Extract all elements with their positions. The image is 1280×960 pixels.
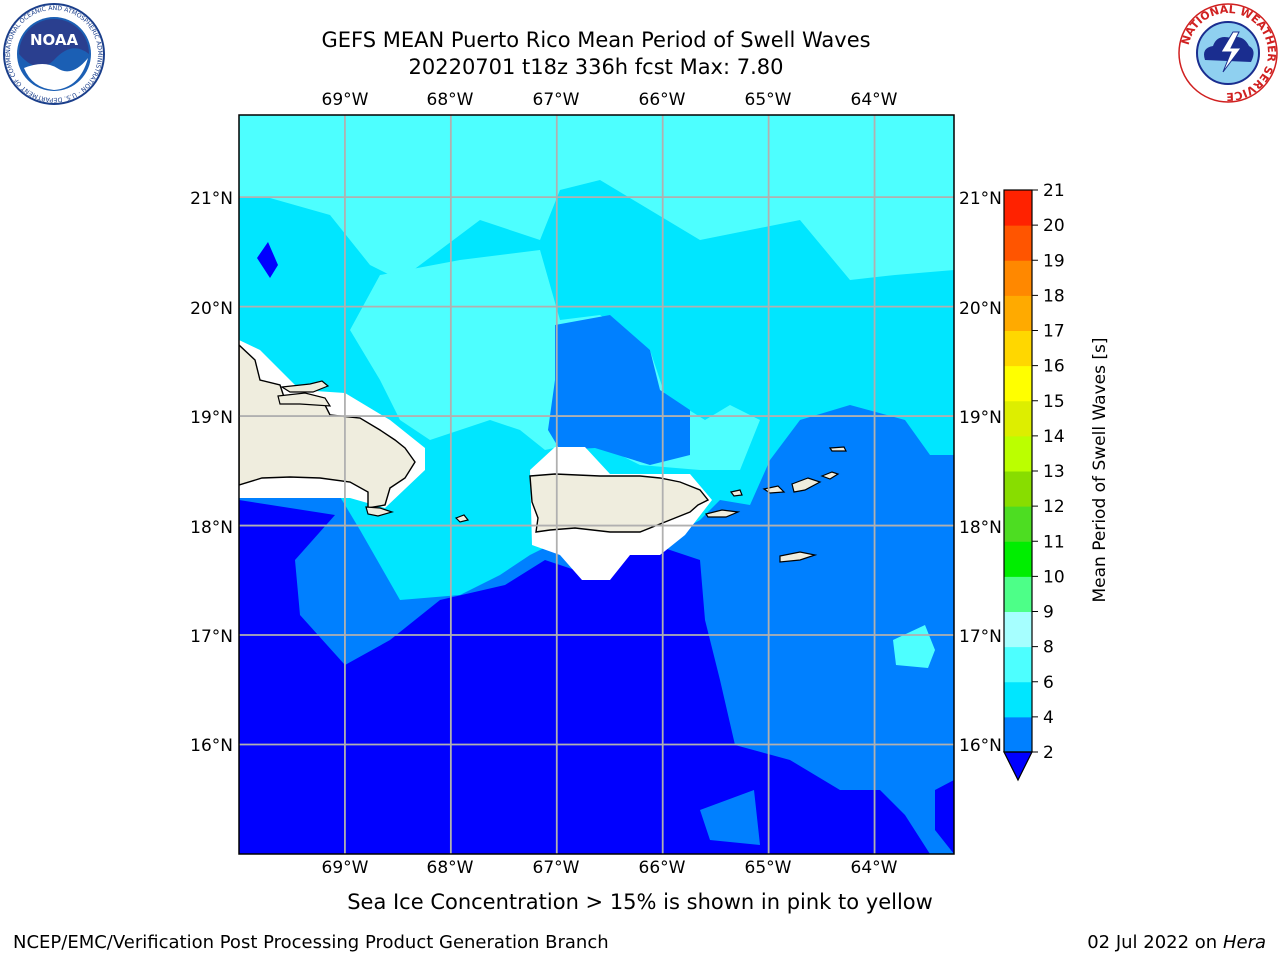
st-croix-island <box>779 551 818 563</box>
colorbar-bin-6-8 <box>1004 646 1032 683</box>
swell-period-2-4-north-pocket <box>548 315 690 465</box>
lon-label-bottom-64w: 64°W <box>851 858 898 878</box>
vieques-island <box>705 509 741 518</box>
colorbar-bin-20-21 <box>1004 190 1032 226</box>
colorbar-tick-18: 18 <box>1043 286 1065 306</box>
footer-date-text: 02 Jul 2022 on <box>1087 932 1223 953</box>
lon-label-bottom-69w: 69°W <box>322 858 369 878</box>
colorbar-bin-9-10 <box>1004 576 1032 612</box>
lon-label-bottom-65w: 65°W <box>745 858 792 878</box>
lat-label-left-16n: 16°N <box>190 736 233 756</box>
footer-credit: NCEP/EMC/Verification Post Processing Pr… <box>13 932 609 953</box>
swell-period-below-2-pocket <box>257 242 278 278</box>
colorbar-tick-20: 20 <box>1043 216 1065 236</box>
map-frame <box>238 114 955 855</box>
lat-label-right-16n: 16°N <box>959 736 1002 756</box>
colorbar-bin-10-11 <box>1004 541 1032 577</box>
culebra-island <box>729 489 743 497</box>
footer-date: 02 Jul 2022 on Hera <box>1087 932 1266 953</box>
virgin-islands-virgin-gorda <box>820 471 840 480</box>
lat-label-left-21n: 21°N <box>190 189 233 209</box>
swell-period-2-4-east-tongue <box>700 790 760 845</box>
map-area <box>239 115 954 854</box>
colorbar-under-arrow <box>1003 751 1033 782</box>
lon-label-bottom-66w: 66°W <box>639 858 686 878</box>
noaa-logo-icon: NATIONAL OCEANIC AND ATMOSPHERIC ADMINIS… <box>2 2 105 105</box>
chart-title: GEFS MEAN Puerto Rico Mean Period of Swe… <box>321 28 871 52</box>
colorbar-bin-11-12 <box>1004 506 1032 542</box>
sea-ice-note: Sea Ice Concentration > 15% is shown in … <box>347 890 933 914</box>
colorbar-tick-11: 11 <box>1043 532 1065 552</box>
lat-label-right-17n: 17°N <box>959 627 1002 647</box>
chart-subtitle-forecast: 20220701 t18z 336h fcst Max: 7.80 <box>408 55 784 79</box>
graticule <box>239 115 954 854</box>
colorbar-tick-19: 19 <box>1043 251 1065 271</box>
colorbar-tick-9: 9 <box>1043 603 1054 623</box>
lon-label-top-68w: 68°W <box>427 90 474 110</box>
colorbar-tick-8: 8 <box>1043 638 1054 658</box>
colorbar-bin-8-9 <box>1004 611 1032 648</box>
anegada-island <box>828 446 847 452</box>
colorbar: 21 20 19 18 17 16 15 14 13 12 11 10 9 8 6 4 2 <box>1003 181 1065 782</box>
colorbar-bin-13-14 <box>1004 435 1032 472</box>
colorbar-tick-4: 4 <box>1043 708 1054 728</box>
lat-label-right-21n: 21°N <box>959 189 1002 209</box>
mona-island <box>454 514 470 523</box>
lat-label-left-18n: 18°N <box>190 518 233 538</box>
colorbar-bin-2-4 <box>1004 716 1032 753</box>
lat-label-left-17n: 17°N <box>190 627 233 647</box>
lon-label-top-64w: 64°W <box>851 90 898 110</box>
lon-label-bottom-68w: 68°W <box>427 858 474 878</box>
colorbar-bin-4-6 <box>1004 681 1032 718</box>
colorbar-bin-17-18 <box>1004 295 1032 331</box>
colorbar-tick-16: 16 <box>1043 357 1065 377</box>
lat-label-right-20n: 20°N <box>959 299 1002 319</box>
lat-label-right-18n: 18°N <box>959 518 1002 538</box>
lat-label-left-19n: 19°N <box>190 408 233 428</box>
hispaniola-north-peninsula <box>280 380 330 393</box>
lon-label-top-65w: 65°W <box>745 90 792 110</box>
colorbar-bin-12-13 <box>1004 471 1032 507</box>
colorbar-bin-19-20 <box>1004 225 1032 261</box>
colorbar-tick-10: 10 <box>1043 567 1065 587</box>
swell-period-below-2-east-strip <box>935 780 954 854</box>
hispaniola-samana <box>277 392 332 407</box>
colorbar-bin-18-19 <box>1004 260 1032 296</box>
colorbar-label: Mean Period of Swell Waves [s] <box>1090 338 1110 603</box>
colorbar-tick-12: 12 <box>1043 497 1065 517</box>
lon-label-top-67w: 67°W <box>533 90 580 110</box>
swell-period-6-8-region <box>239 115 954 280</box>
colorbar-bin-15-16 <box>1004 365 1032 402</box>
colorbar-tick-2: 2 <box>1043 743 1054 763</box>
colorbar-bin-16-17 <box>1004 330 1032 367</box>
lon-label-top-66w: 66°W <box>639 90 686 110</box>
lat-label-left-20n: 20°N <box>190 299 233 319</box>
colorbar-tick-15: 15 <box>1043 392 1065 412</box>
colorbar-tick-14: 14 <box>1043 427 1065 447</box>
nws-logo-icon: NATIONAL WEATHER SERVICE <box>1178 3 1278 103</box>
colorbar-tick-13: 13 <box>1043 462 1065 482</box>
lat-label-right-19n: 19°N <box>959 408 1002 428</box>
footer-host: Hera <box>1222 932 1266 953</box>
colorbar-tick-6: 6 <box>1043 673 1054 693</box>
colorbar-bin-14-15 <box>1004 400 1032 437</box>
colorbar-tick-17: 17 <box>1043 322 1065 342</box>
virgin-islands-tortola <box>791 477 822 493</box>
hispaniola-south-coast <box>365 506 395 517</box>
colorbar-tick-21: 21 <box>1043 181 1065 201</box>
lon-label-bottom-67w: 67°W <box>533 858 580 878</box>
lon-label-top-69w: 69°W <box>322 90 369 110</box>
noaa-logo-text: NOAA <box>30 31 79 49</box>
